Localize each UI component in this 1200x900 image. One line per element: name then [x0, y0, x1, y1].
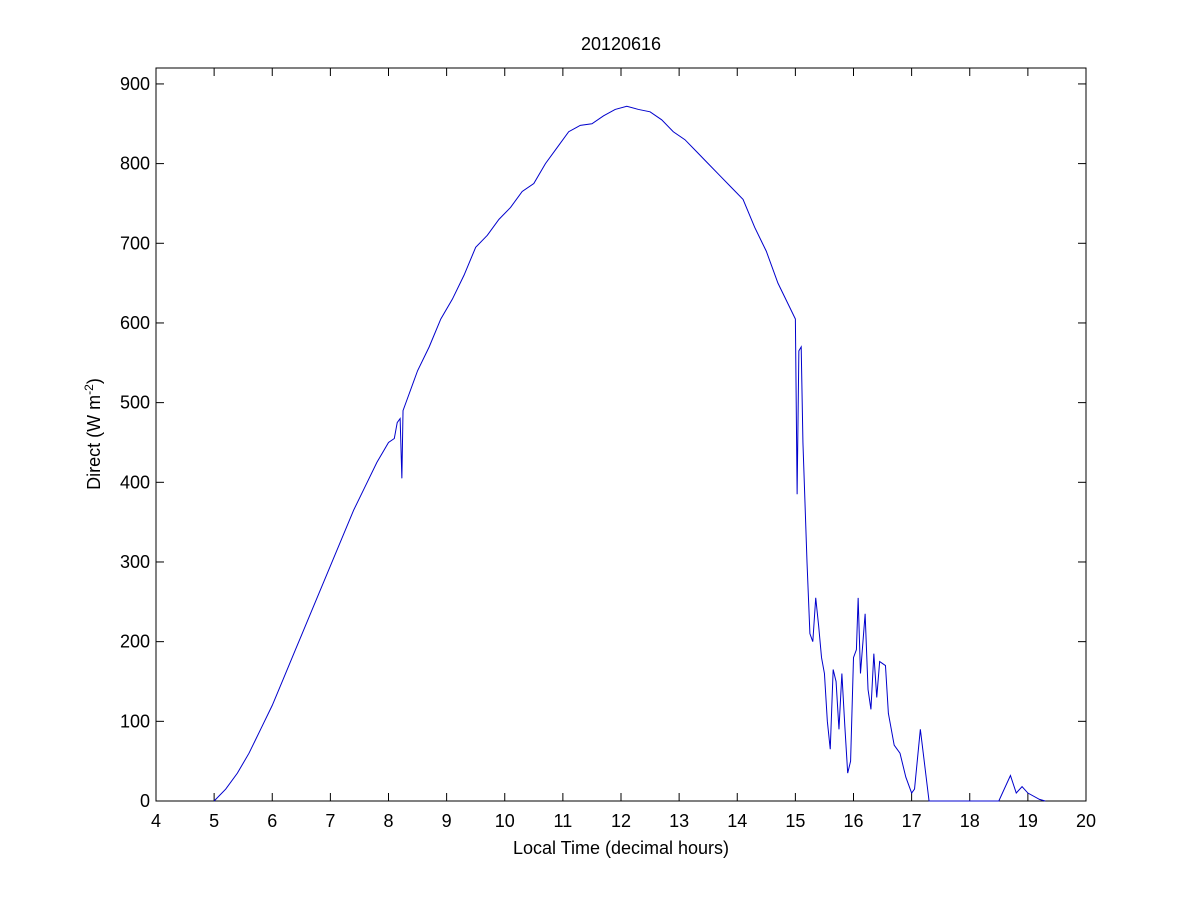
x-tick-label: 14 — [727, 811, 747, 831]
x-tick-label: 18 — [960, 811, 980, 831]
y-tick-label: 0 — [140, 791, 150, 811]
x-tick-label: 11 — [554, 811, 573, 831]
x-tick-label: 6 — [267, 811, 277, 831]
x-tick-label: 20 — [1076, 811, 1096, 831]
y-tick-label: 400 — [120, 472, 150, 492]
y-tick-label: 300 — [120, 552, 150, 572]
y-axis-label: Direct (W m-2) — [82, 378, 104, 490]
y-tick-label: 600 — [120, 313, 150, 333]
x-tick-label: 8 — [383, 811, 393, 831]
y-tick-label: 100 — [120, 711, 150, 731]
y-tick-label: 500 — [120, 393, 150, 413]
x-tick-label: 16 — [843, 811, 863, 831]
y-tick-label: 800 — [120, 154, 150, 174]
y-tick-label: 200 — [120, 632, 150, 652]
x-tick-label: 19 — [1018, 811, 1038, 831]
x-tick-label: 15 — [785, 811, 805, 831]
y-label-main: Direct (W m — [84, 395, 104, 490]
x-tick-label: 13 — [669, 811, 689, 831]
x-tick-label: 5 — [209, 811, 219, 831]
x-tick-label: 10 — [495, 811, 515, 831]
x-tick-label: 9 — [442, 811, 452, 831]
chart-title: 20120616 — [581, 34, 661, 54]
x-tick-label: 7 — [325, 811, 335, 831]
x-axis-label: Local Time (decimal hours) — [513, 838, 729, 858]
y-label-end: ) — [84, 378, 104, 384]
data-line — [213, 105, 1046, 802]
y-tick-label: 900 — [120, 74, 150, 94]
x-tick-label: 4 — [151, 811, 161, 831]
x-tick-label: 12 — [611, 811, 631, 831]
x-tick-label: 17 — [902, 811, 922, 831]
y-label-sup: -2 — [82, 384, 96, 395]
y-tick-label: 700 — [120, 233, 150, 253]
